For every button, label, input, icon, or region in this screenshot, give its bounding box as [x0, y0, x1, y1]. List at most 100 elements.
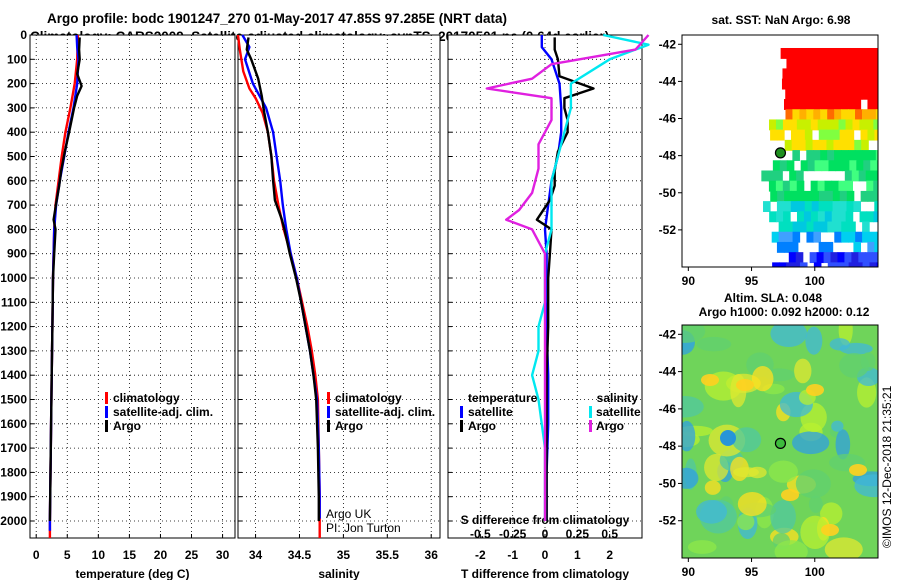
- sst-cell: [791, 139, 800, 151]
- sst-cell: [798, 190, 806, 202]
- sst-cell: [818, 201, 827, 213]
- sst-cell: [845, 68, 853, 80]
- x-tick-label: 34.5: [288, 548, 312, 562]
- sst-cell: [867, 241, 875, 253]
- sst-cell: [799, 88, 807, 100]
- sst-cell: [846, 190, 855, 202]
- legend-label: Argo: [468, 419, 496, 433]
- sst-cell: [843, 47, 851, 59]
- sst-cell: [839, 201, 848, 213]
- sst-cell: [781, 78, 790, 90]
- sst-cell: [805, 190, 813, 202]
- sst-cell: [831, 119, 840, 131]
- sst-cell: [791, 190, 799, 202]
- sst-cell: [855, 262, 864, 267]
- sst-cell: [819, 139, 828, 151]
- sla-warm-spot: [821, 524, 839, 536]
- sst-cell: [835, 58, 843, 70]
- depth-tick-label: 900: [7, 247, 27, 261]
- sst-cell: [841, 221, 849, 233]
- sla-blob: [737, 491, 767, 517]
- sst-cell: [800, 58, 808, 70]
- lat-tick-label: -50: [659, 476, 677, 490]
- sla-blob: [682, 325, 706, 343]
- sla-blob: [824, 537, 863, 558]
- sst-cell: [823, 78, 832, 90]
- legend-swatch: [589, 420, 592, 432]
- sst-cell: [817, 68, 825, 80]
- sst-cell: [779, 262, 787, 267]
- depth-tick-label: 1300: [0, 344, 27, 358]
- sla-blob: [737, 513, 755, 531]
- sst-cell: [869, 231, 877, 243]
- sst-cell: [855, 231, 863, 243]
- sst-cell: [795, 252, 804, 264]
- map-cells: [682, 35, 878, 267]
- sst-cell: [812, 139, 821, 151]
- sst-cell: [811, 190, 820, 202]
- lat-tick-label: -44: [659, 365, 677, 379]
- sst-cell: [828, 160, 837, 172]
- legend-label: satellite-adj. clim.: [113, 405, 213, 419]
- watermark: ©IMOS 12-Dec-2018 21:35:21: [880, 385, 894, 548]
- sst-cell: [790, 129, 799, 141]
- sst-cell: [790, 99, 799, 110]
- sst-cell: [806, 150, 814, 161]
- sst-cell: [786, 58, 795, 70]
- sla-blob: [751, 366, 774, 392]
- lat-tick-label: -42: [659, 37, 677, 51]
- sst-cell: [814, 58, 822, 70]
- sst-cell: [867, 129, 876, 141]
- sla-warm-spot: [736, 379, 754, 391]
- sst-cell: [840, 139, 848, 151]
- lat-tick-label: -46: [659, 112, 677, 126]
- lat-tick-label: -44: [659, 74, 677, 88]
- sst-cell: [834, 231, 842, 243]
- sst-cell: [861, 88, 870, 100]
- sla-cool-spot: [720, 430, 736, 446]
- lat-tick-label: -48: [659, 149, 677, 163]
- sst-cell: [818, 241, 827, 253]
- sst-cell: [775, 170, 783, 182]
- sst-cell: [834, 150, 842, 161]
- sst-cell: [858, 68, 867, 80]
- sst-cell: [769, 211, 777, 223]
- x-tick-label: -2: [475, 548, 486, 562]
- sst-cell: [859, 211, 868, 223]
- sla-blob: [748, 466, 767, 479]
- sst-cell: [823, 252, 832, 264]
- sst-cell: [854, 150, 863, 161]
- sst-cell: [860, 129, 869, 141]
- sst-cell: [852, 119, 861, 131]
- depth-tick-label: 600: [7, 174, 27, 188]
- sst-cell: [782, 180, 791, 192]
- sst-cell: [875, 88, 878, 100]
- sst-cell: [875, 150, 878, 161]
- lon-tick-label: 100: [805, 274, 825, 288]
- sst-cell: [872, 170, 878, 182]
- lat-tick-label: -52: [659, 223, 677, 237]
- sst-cell: [848, 221, 856, 233]
- sst-cell: [873, 180, 878, 192]
- legend-label: climatology: [113, 391, 180, 405]
- sst-cell: [810, 68, 818, 80]
- sst-cell: [862, 231, 870, 243]
- sst-cell: [777, 190, 785, 202]
- x-axis-label: temperature (deg C): [75, 567, 189, 580]
- x-tick-label: 35.5: [376, 548, 400, 562]
- sla-blob: [682, 420, 696, 452]
- sst-cell: [837, 252, 846, 264]
- sst-cell: [834, 221, 842, 233]
- sst-cell: [865, 252, 873, 264]
- sst-cell: [845, 180, 854, 192]
- sst-cell: [862, 262, 871, 267]
- depth-tick-label: 2000: [0, 514, 27, 528]
- sst-cell: [824, 119, 833, 131]
- sst-cell: [813, 88, 821, 100]
- legend-swatch: [460, 420, 463, 432]
- sst-cell: [827, 109, 835, 121]
- sst-cell: [827, 221, 835, 233]
- secondary-x-tick-label: -0.5: [470, 527, 491, 541]
- sst-cell: [832, 129, 841, 141]
- sst-cell: [851, 170, 860, 182]
